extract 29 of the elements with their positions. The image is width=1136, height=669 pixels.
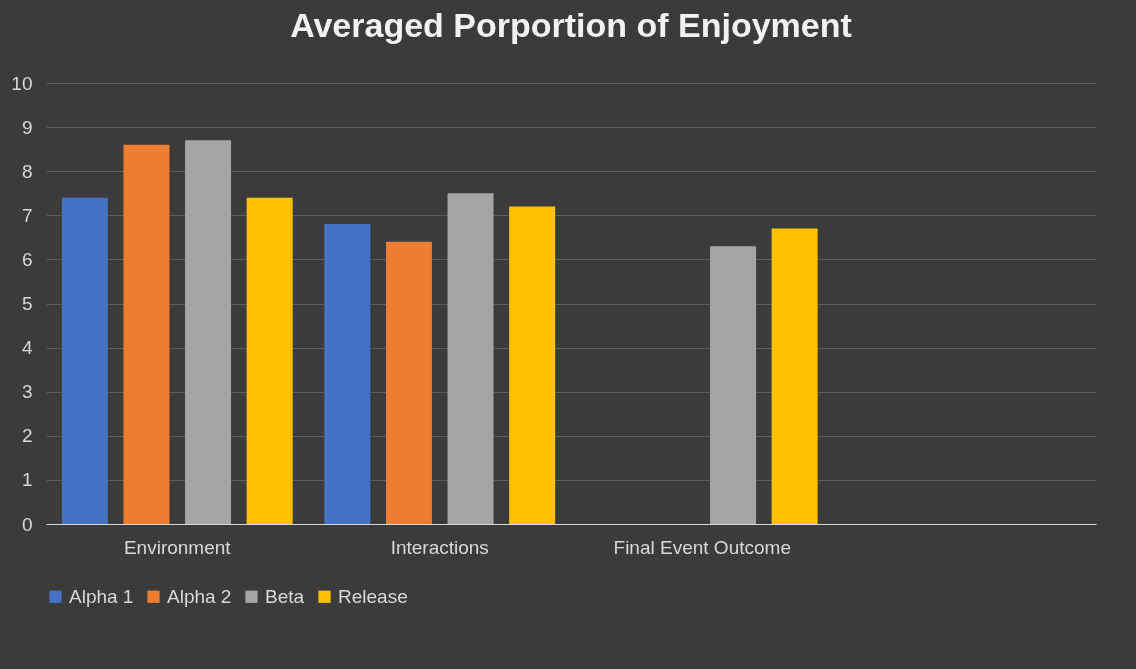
chart-title: Averaged Porportion of Enjoyment	[290, 6, 852, 44]
y-tick-label: 2	[21, 425, 33, 447]
y-tick-label: 3	[21, 381, 33, 403]
x-tick-label: Environment	[123, 536, 232, 558]
bar	[771, 228, 818, 524]
bar	[123, 144, 170, 524]
bar	[385, 241, 432, 524]
y-tick-label: 5	[21, 293, 33, 314]
legend-label: Alpha 2	[167, 585, 232, 607]
legend-label: Beta	[265, 585, 305, 607]
y-tick-label: 10	[11, 72, 33, 94]
x-tick-label: Interactions	[390, 536, 489, 558]
y-tick-label: 6	[21, 248, 33, 270]
legend-label: Alpha 1	[69, 585, 134, 607]
bar	[710, 246, 757, 524]
bar	[61, 197, 108, 524]
bar	[246, 197, 293, 524]
bar	[185, 140, 232, 524]
y-tick-label: 1	[21, 469, 33, 491]
x-tick-label: Final Event Outcome	[613, 536, 791, 558]
bar	[447, 193, 494, 524]
legend-label: Release	[338, 585, 408, 607]
y-tick-label: 7	[21, 204, 33, 226]
y-tick-label: 8	[21, 160, 33, 182]
y-tick-label: 4	[21, 337, 33, 359]
bar	[509, 206, 556, 524]
bar	[324, 224, 371, 524]
y-tick-label: 0	[21, 513, 33, 535]
y-tick-label: 9	[21, 116, 33, 138]
